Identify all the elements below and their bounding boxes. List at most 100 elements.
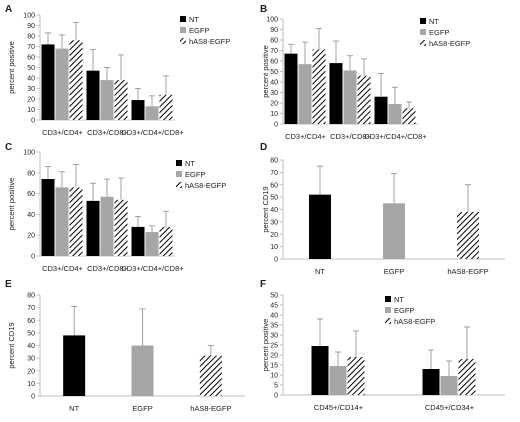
legend-label: EGFP [429,28,449,37]
bar [284,53,298,124]
bar [63,335,86,396]
x-tick-label: hAS8-EGFP [447,267,488,276]
y-tick-label: 50 [270,195,278,202]
y-tick-label: 0 [31,254,35,261]
legend-label: EGFP [185,170,205,179]
bar [100,80,114,120]
y-tick-label: 20 [27,233,35,240]
panel-letter: C [5,142,12,153]
x-tick-label: CD3+/CD8+ [87,128,128,137]
y-tick-label: 70 [27,44,35,51]
y-tick-label: 0 [31,118,35,125]
x-tick-label: NT [69,404,79,413]
bar [374,96,388,124]
y-tick-label: 40 [270,80,278,87]
legend-swatch [385,318,391,324]
x-tick-label: CD3+/CD4+/CD8+ [121,264,184,273]
y-tick-label: 10 [270,373,278,380]
bar [343,70,357,124]
chart-panel-c: C 0 20 40 60 80 100 percent positive CD3+/CD4+ CD… [5,142,226,273]
y-tick-label: 60 [27,55,35,62]
y-tick-label: 40 [27,343,35,350]
bar [145,106,159,120]
bar [440,376,458,395]
y-tick-label: 40 [27,212,35,219]
panel-letter: A [5,4,12,15]
bar [309,194,331,259]
legend-label: hAS8-EGFP [429,39,470,48]
y-tick-label: 90 [270,27,278,34]
bar [69,187,83,256]
y-axis-label: percent positive [261,319,270,372]
bar [329,366,347,395]
legend-label: EGFP [189,26,209,35]
y-tick-label: 60 [270,182,278,189]
y-tick-label: 10 [27,381,35,388]
bar [422,369,440,395]
y-tick-label: 70 [27,305,35,312]
y-tick-label: 60 [270,59,278,66]
y-axis-label: percent positive [261,45,270,98]
y-axis-label: percent CD19 [7,322,16,368]
bar [329,63,343,124]
legend-label: hAS8-EGFP [189,37,230,46]
y-tick-label: 100 [23,150,35,157]
y-tick-label: 20 [27,97,35,104]
x-tick-label: CD3+/CD8+ [330,132,371,141]
x-tick-label: NT [315,267,325,276]
x-tick-label: CD45+/CD34+ [425,403,475,412]
legend-swatch [420,18,426,24]
y-tick-label: 50 [270,69,278,76]
legend-swatch [176,182,182,188]
bar [458,359,476,395]
x-tick-label: hAS8-EGFP [190,404,231,413]
legend-swatch [420,40,426,46]
bar [131,100,145,120]
bar [114,199,128,256]
legend-label: NT [189,15,199,24]
bar [41,179,55,256]
x-tick-label: CD3+/CD8+ [87,264,128,273]
y-tick-label: 20 [270,101,278,108]
y-tick-label: 90 [27,23,35,30]
bar [347,357,365,395]
bar [312,49,326,125]
x-tick-label: CD3+/CD4+ [42,264,83,273]
bar [199,355,222,396]
y-tick-label: 10 [270,111,278,118]
y-tick-label: 40 [270,207,278,214]
bar [86,70,100,120]
y-tick-label: 80 [27,293,35,300]
y-tick-label: 60 [27,318,35,325]
legend-swatch [385,296,391,302]
y-tick-label: 40 [27,76,35,83]
legend-label: hAS8-EGFP [185,181,226,190]
y-tick-label: 25 [270,343,278,350]
y-tick-label: 0 [31,394,35,401]
bar [357,75,371,124]
bar [298,64,312,124]
y-tick-label: 10 [270,244,278,251]
bar [311,346,329,395]
legend-swatch [180,38,186,44]
y-tick-label: 60 [27,191,35,198]
chart-panel-e: E 0 10 20 30 40 50 60 70 80 percent CD19 NT EGFP hAS8… [5,279,245,413]
legend-swatch [180,16,186,22]
y-tick-label: 80 [270,158,278,165]
bar [100,196,114,256]
x-tick-label: CD3+/CD4+/CD8+ [364,132,427,141]
legend-label: NT [429,17,439,26]
y-tick-label: 100 [266,17,278,24]
y-tick-label: 20 [270,232,278,239]
bar [41,44,55,120]
y-tick-label: 0 [274,257,278,264]
y-tick-label: 45 [270,303,278,310]
x-tick-label: CD3+/CD4+/CD8+ [121,128,184,137]
bar [383,203,405,259]
y-tick-label: 20 [270,353,278,360]
y-tick-label: 80 [27,34,35,41]
y-tick-label: 5 [274,383,278,390]
y-tick-label: 30 [27,356,35,363]
y-tick-label: 80 [270,38,278,45]
